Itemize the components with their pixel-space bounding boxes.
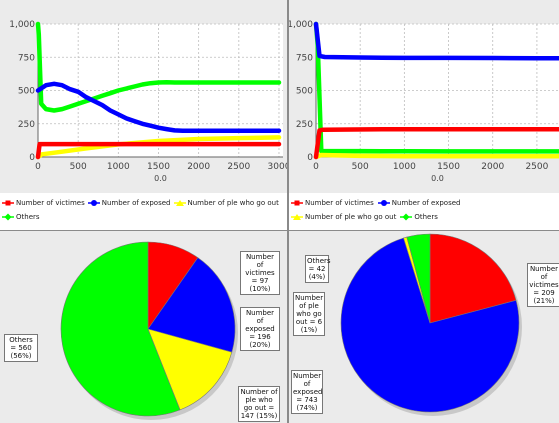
x-tick-label: 2000 [187, 162, 210, 172]
series-line-others [313, 21, 559, 154]
legend-others-label: Others [16, 213, 40, 221]
legend-others-label: Others [414, 213, 438, 221]
pie-chart-right-svg [340, 233, 522, 416]
series-line-victims [313, 126, 559, 160]
x-tick-label: 1500 [437, 162, 460, 172]
legend-victims-marker [291, 199, 303, 207]
legend-others-marker [2, 213, 14, 221]
pie-label-exposed: Number of exposed = 196 (20%) [240, 307, 280, 351]
legend-right-row-1: Number of victimes Number of exposed [291, 199, 461, 207]
y-tick-label: 750 [18, 53, 35, 63]
pie-chart-left-svg [60, 241, 238, 420]
legend-go-out-marker [173, 199, 186, 207]
legend-exposed-marker [377, 199, 390, 207]
line-chart-right: 0 250 500 750 1,000 0 500 1000 1500 2000 2500 0.0 [289, 0, 559, 193]
pie-label-others: Others = 42 (4%) [305, 255, 331, 283]
legend-go-out-label: Number of ple who go out [187, 199, 279, 207]
y-tick-label: 500 [296, 87, 313, 97]
x-tick-label: 0 [313, 162, 319, 172]
x-tick-label: 0 [35, 162, 41, 172]
pie-slice-exposed [147, 257, 236, 353]
y-tick-label: 0 [307, 153, 313, 163]
series-line-exposed [313, 21, 559, 61]
series-line-go-out [313, 152, 559, 160]
y-tick-label: 250 [296, 120, 313, 130]
pie-slice-others [60, 241, 181, 417]
x-axis-label: 0.0 [431, 174, 444, 183]
series-line-victims [35, 141, 282, 160]
pie-label-go-out: Number of ple who go out = 6 (1%) [293, 292, 325, 336]
x-tick-label: 2500 [525, 162, 548, 172]
y-tick-label: 1,000 [289, 20, 313, 30]
legend-victims-marker [2, 199, 14, 207]
x-tick-label: 500 [70, 162, 87, 172]
pie-label-exposed: Number of exposed = 743 (74%) [291, 370, 323, 414]
legend-left: Number of victimes Number of exposed Num… [0, 193, 287, 231]
legend-others-marker [400, 213, 413, 221]
pie-label-others: Others = 560 (56%) [4, 334, 38, 362]
y-tick-label: 250 [18, 120, 35, 130]
y-tick-label: 500 [18, 87, 35, 97]
series-line-exposed [35, 81, 282, 133]
legend-right-row-2: Number of ple who go out Others [291, 213, 438, 221]
pie-label-victims: Number of victimes = 209 (21%) [527, 263, 559, 307]
y-tick-label: 0 [29, 153, 35, 163]
line-chart-right-svg: 0 250 500 750 1,000 0 500 1000 1500 2000 2500 0.0 [289, 20, 559, 183]
x-tick-label: 500 [352, 162, 369, 172]
legend-exposed-label: Number of exposed [101, 199, 171, 207]
legend-right: Number of victimes Number of exposed Num… [289, 193, 559, 231]
legend-go-out-marker [291, 213, 303, 221]
legend-go-out-label: Number of ple who go out [305, 213, 397, 221]
pie-slice-exposed [340, 237, 520, 413]
x-tick-label: 2000 [481, 162, 504, 172]
legend-victims-label: Number of victimes [16, 199, 85, 207]
pie-chart-right: Number of victimes = 209 (21%) Number of… [289, 231, 559, 423]
y-tick-label: 1,000 [9, 20, 35, 30]
x-tick-label: 2500 [227, 162, 250, 172]
pie-slice-go-out [147, 328, 233, 411]
legend-left-row-2: Others [2, 213, 40, 221]
x-tick-label: 1500 [147, 162, 170, 172]
y-tick-label: 750 [296, 53, 313, 63]
x-tick-label: 1000 [107, 162, 130, 172]
legend-exposed-marker [87, 199, 100, 207]
pie-label-victims: Number of victimes = 97 (10%) [240, 251, 280, 295]
pie-slice-victims [429, 233, 517, 324]
x-axis-label: 0.0 [154, 174, 167, 183]
legend-exposed-label: Number of exposed [391, 199, 461, 207]
pie-chart-left: Number of victimes = 97 (10%) Number of … [0, 231, 287, 423]
panel-divider-vertical [287, 0, 289, 423]
x-tick-label: 1000 [393, 162, 416, 172]
pie-label-go-out: Number of ple who go out = 147 (15%) [238, 386, 280, 422]
series-line-others [35, 21, 282, 113]
legend-victims-label: Number of victimes [305, 199, 374, 207]
panel-divider-horizontal [0, 230, 559, 231]
legend-left-row-1: Number of victimes Number of exposed Num… [2, 199, 279, 207]
pie-slice-others [406, 233, 431, 324]
